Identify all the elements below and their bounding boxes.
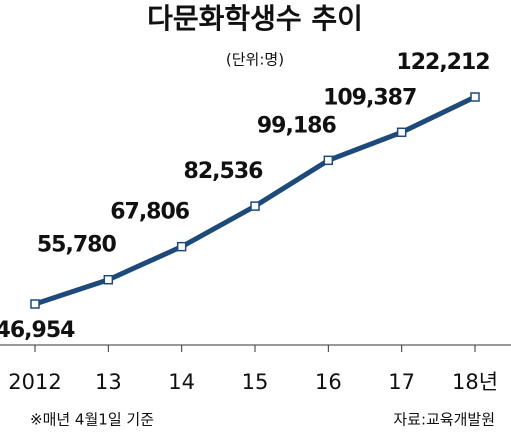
value-label: 122,212	[396, 50, 489, 75]
marker	[470, 92, 480, 102]
value-label: 109,387	[323, 85, 416, 110]
chart-subtitle: (단위:명)	[226, 51, 284, 69]
x-tick-label: 13	[95, 370, 122, 394]
value-label: 99,186	[257, 113, 337, 138]
x-tick-label: 15	[242, 370, 269, 394]
marker	[323, 155, 334, 166]
marker	[30, 299, 40, 309]
marker	[103, 274, 114, 285]
value-label: 46,954	[0, 318, 75, 343]
chart-title: 다문화학생수 추이	[147, 2, 363, 35]
x-tick-label: 18년	[452, 370, 498, 394]
x-tick-label: 14	[168, 370, 195, 394]
x-tick-label: 17	[388, 370, 415, 394]
x-tick-label: 2012	[8, 370, 61, 394]
footnote: ※매년 4월1일 기준	[30, 411, 154, 429]
value-label: 82,536	[184, 159, 264, 184]
source: 자료:교육개발원	[393, 411, 495, 429]
value-label: 55,780	[37, 233, 117, 258]
value-label: 67,806	[110, 200, 190, 225]
line	[34, 94, 477, 307]
marker	[396, 127, 407, 138]
marker	[250, 201, 260, 211]
x-tick-label: 16	[315, 370, 342, 394]
marker	[176, 241, 187, 252]
